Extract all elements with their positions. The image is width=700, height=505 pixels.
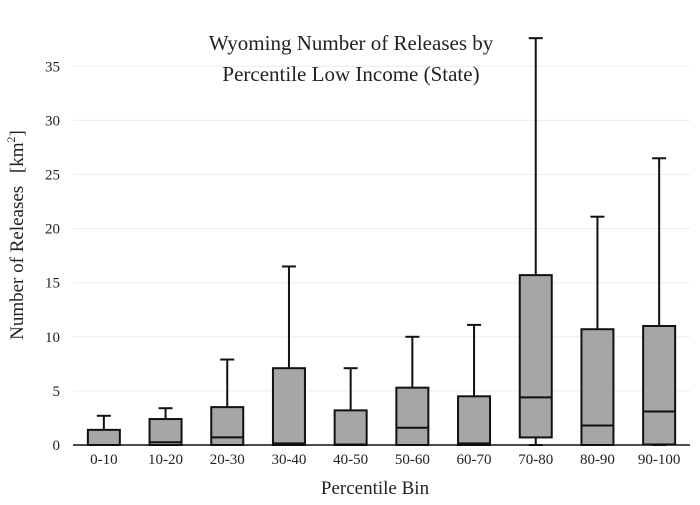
interquartile-box bbox=[210, 406, 245, 447]
y-tick-label-0: 0 bbox=[53, 438, 61, 454]
y-axis-label-text: Number of Releases bbox=[7, 186, 28, 340]
chart-title-line-1: Wyoming Number of Releases by bbox=[209, 31, 494, 55]
y-axis-label-unit-superscript: 2 bbox=[4, 136, 18, 142]
y-tick-label-5: 5 bbox=[53, 384, 61, 400]
y-tick-label-30: 30 bbox=[45, 113, 60, 129]
x-tick-label-40-50: 40-50 bbox=[333, 452, 368, 468]
box-20-30 bbox=[210, 358, 245, 447]
box-60-70 bbox=[457, 323, 492, 446]
y-axis-label-unit-close: ] bbox=[7, 130, 28, 136]
interquartile-box bbox=[86, 428, 121, 446]
box-0-10 bbox=[86, 414, 121, 446]
x-tick-label-30-40: 30-40 bbox=[271, 452, 306, 468]
x-tick-label-0-10: 0-10 bbox=[90, 452, 118, 468]
box-layer bbox=[86, 37, 677, 447]
y-tick-label-35: 35 bbox=[45, 59, 60, 75]
x-tick-label-50-60: 50-60 bbox=[395, 452, 430, 468]
interquartile-box bbox=[642, 324, 677, 446]
y-tick-label-15: 15 bbox=[45, 276, 60, 292]
interquartile-box bbox=[518, 274, 553, 439]
box-30-40 bbox=[271, 265, 306, 447]
label-layer: Wyoming Number of Releases by Percentile… bbox=[4, 31, 494, 499]
interquartile-box bbox=[580, 328, 615, 447]
chart-title-line-2: Percentile Low Income (State) bbox=[222, 62, 479, 86]
y-tick-label-20: 20 bbox=[45, 222, 60, 238]
axis-layer: 0 5 10 15 20 25 30 35 0-10 10-20 20-30 30-40 40-50 50… bbox=[45, 59, 690, 468]
x-tick-label-90-100: 90-100 bbox=[638, 452, 681, 468]
box-40-50 bbox=[333, 367, 368, 447]
x-tick-label-80-90: 80-90 bbox=[580, 452, 615, 468]
x-axis-label: Percentile Bin bbox=[321, 478, 430, 499]
box-10-20 bbox=[148, 407, 183, 447]
x-tick-label-70-80: 70-80 bbox=[518, 452, 553, 468]
x-tick-label-10-20: 10-20 bbox=[148, 452, 183, 468]
interquartile-box bbox=[333, 409, 368, 447]
x-tick-label-20-30: 20-30 bbox=[210, 452, 245, 468]
interquartile-box bbox=[395, 386, 430, 446]
box-80-90 bbox=[580, 215, 615, 447]
grid-layer bbox=[73, 65, 690, 392]
box-50-60 bbox=[395, 335, 430, 446]
x-tick-label-60-70: 60-70 bbox=[457, 452, 492, 468]
interquartile-box bbox=[271, 367, 306, 447]
box-70-80 bbox=[518, 37, 553, 446]
interquartile-box bbox=[457, 395, 492, 446]
y-tick-label-10: 10 bbox=[45, 330, 60, 346]
y-tick-label-25: 25 bbox=[45, 168, 60, 184]
y-axis-label-unit: [km bbox=[7, 142, 28, 173]
interquartile-box bbox=[148, 418, 183, 447]
box-90-100 bbox=[642, 157, 677, 446]
y-axis-label: Number of Releases [km2] bbox=[4, 130, 28, 340]
